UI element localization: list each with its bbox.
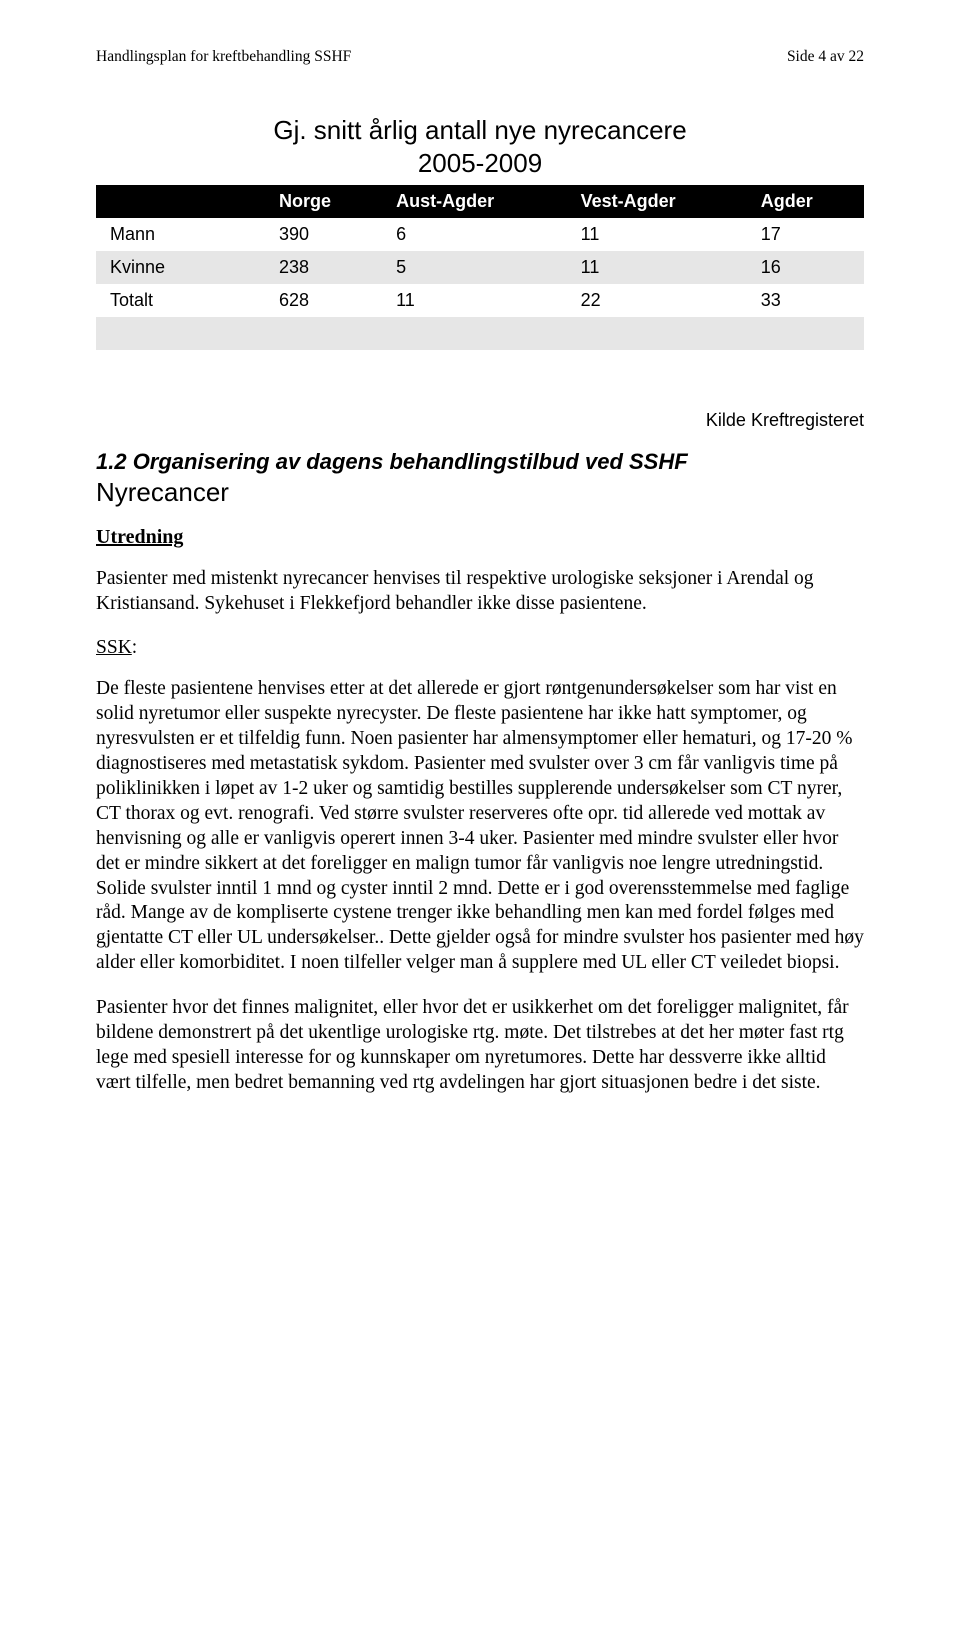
paragraph-3: Pasienter hvor det finnes malignitet, el…	[96, 996, 864, 1096]
table-header-row: Norge Aust-Agder Vest-Agder Agder	[96, 185, 864, 218]
paragraph-2: De fleste pasientene henvises etter at d…	[96, 677, 864, 976]
row-label: Kvinne	[96, 251, 265, 284]
ssk-label: SSK:	[96, 637, 864, 659]
row-value: 11	[567, 251, 747, 284]
data-table: Norge Aust-Agder Vest-Agder Agder Mann39…	[96, 185, 864, 350]
row-label: Mann	[96, 218, 265, 251]
row-value: 17	[747, 218, 864, 251]
ssk-colon: :	[132, 637, 137, 658]
page-header: Handlingsplan for kreftbehandling SSHF S…	[96, 48, 864, 66]
header-right: Side 4 av 22	[787, 48, 864, 66]
row-value: 6	[382, 218, 567, 251]
row-value: 628	[265, 284, 382, 317]
row-value	[567, 317, 747, 350]
row-label	[96, 317, 265, 350]
table-title: Gj. snitt årlig antall nye nyrecancere 2…	[96, 114, 864, 179]
row-value: 16	[747, 251, 864, 284]
row-value: 390	[265, 218, 382, 251]
row-label: Totalt	[96, 284, 265, 317]
section-heading: 1.2 Organisering av dagens behandlingsti…	[96, 449, 864, 475]
table-row: Mann39061117	[96, 218, 864, 251]
table-row	[96, 317, 864, 350]
row-value: 11	[567, 218, 747, 251]
ssk-label-text: SSK	[96, 637, 132, 658]
table-row: Totalt628112233	[96, 284, 864, 317]
row-value: 33	[747, 284, 864, 317]
row-value: 11	[382, 284, 567, 317]
col-agder: Agder	[747, 185, 864, 218]
col-norge: Norge	[265, 185, 382, 218]
table-row: Kvinne23851116	[96, 251, 864, 284]
header-left: Handlingsplan for kreftbehandling SSHF	[96, 48, 351, 66]
row-value	[747, 317, 864, 350]
table-source: Kilde Kreftregisteret	[96, 410, 864, 431]
document-page: Handlingsplan for kreftbehandling SSHF S…	[0, 0, 960, 1180]
paragraph-1: Pasienter med mistenkt nyrecancer henvis…	[96, 567, 864, 617]
section-subtitle: Nyrecancer	[96, 477, 864, 508]
subsection-heading: Utredning	[96, 526, 864, 549]
row-value	[265, 317, 382, 350]
table-title-line2: 2005-2009	[418, 148, 542, 178]
row-value: 5	[382, 251, 567, 284]
row-value: 22	[567, 284, 747, 317]
data-table-wrap: Norge Aust-Agder Vest-Agder Agder Mann39…	[96, 185, 864, 350]
row-value: 238	[265, 251, 382, 284]
row-value	[382, 317, 567, 350]
table-body: Mann39061117Kvinne23851116Totalt62811223…	[96, 218, 864, 350]
table-title-line1: Gj. snitt årlig antall nye nyrecancere	[273, 115, 686, 145]
col-aust-agder: Aust-Agder	[382, 185, 567, 218]
col-blank	[96, 185, 265, 218]
col-vest-agder: Vest-Agder	[567, 185, 747, 218]
